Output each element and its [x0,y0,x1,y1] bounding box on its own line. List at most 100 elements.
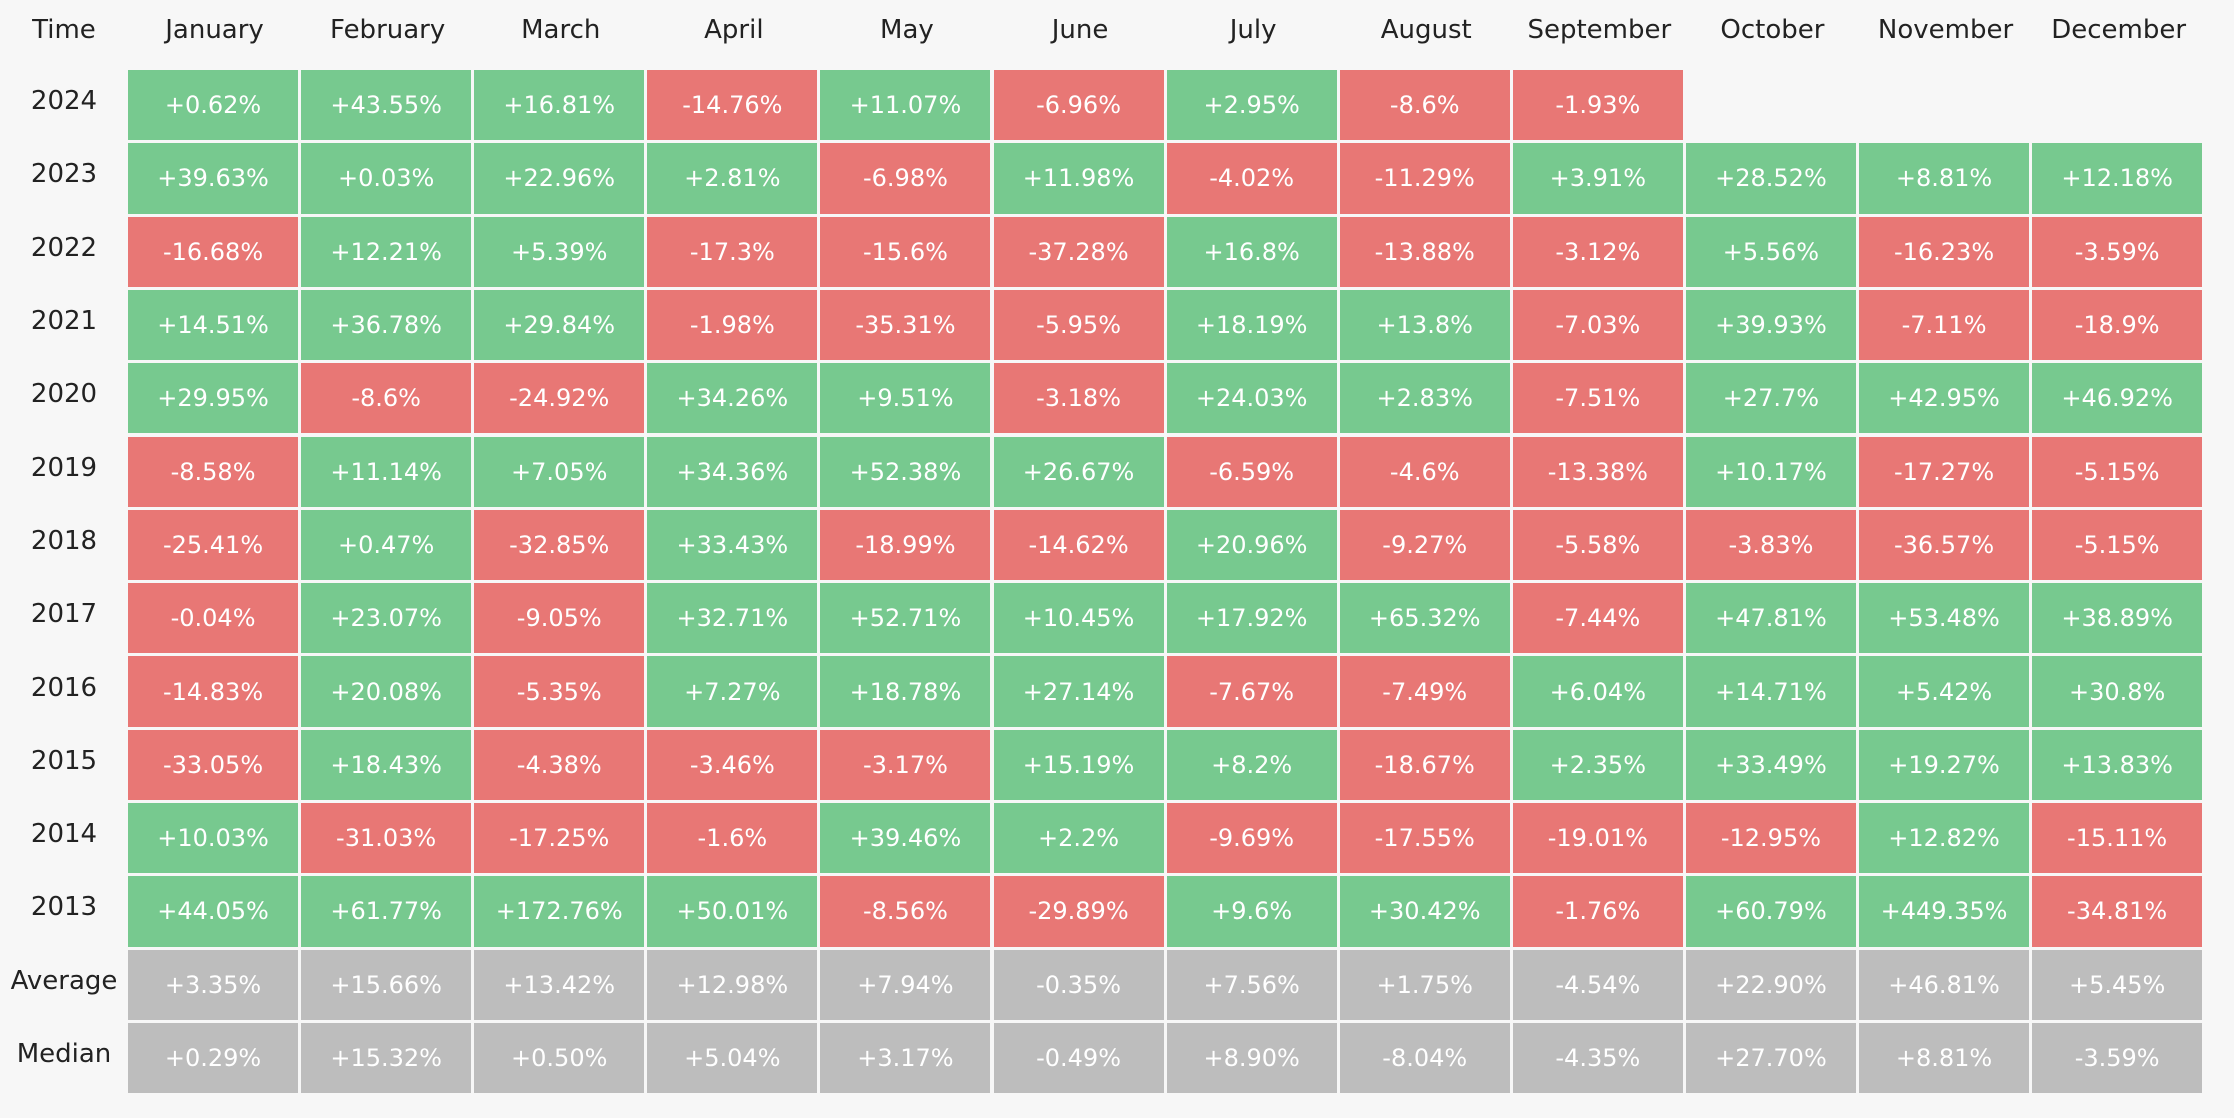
return-cell: -14.83% [128,656,299,727]
return-cell: +5.42% [1859,656,2030,727]
row-label: 2016 [30,672,98,703]
return-cell: +12.21% [301,216,472,287]
column-header: June [1051,15,1109,45]
return-cell: -16.68% [128,216,299,287]
summary-cell: +12.98% [647,949,818,1020]
summary-cell: +7.94% [820,949,991,1020]
row-label: 2024 [30,86,98,117]
return-cell: +0.62% [128,70,299,141]
summary-cell: -0.35% [993,949,1164,1020]
return-cell: +38.89% [2032,583,2203,654]
return-cell: +19.27% [1859,729,2030,800]
return-cell: -36.57% [1859,509,2030,581]
summary-cell: +13.42% [474,949,645,1020]
return-cell: +32.71% [647,583,818,654]
return-cell: +15.19% [993,729,1164,800]
return-cell: +6.04% [1512,656,1683,727]
return-cell: +34.26% [647,363,818,434]
return-cell: -25.41% [128,509,299,581]
return-cell: +13.8% [1339,289,1510,361]
return-cell: +61.77% [301,876,472,947]
column-header: February [330,15,446,45]
return-cell: +8.2% [1166,729,1337,800]
column-header: December [2051,15,2187,45]
return-cell: -17.55% [1339,803,1510,874]
return-cell: -13.38% [1512,436,1683,507]
return-cell: +11.98% [993,143,1164,214]
return-cell: -17.3% [647,216,818,287]
return-cell: +13.83% [2032,729,2203,800]
summary-cell: -8.04% [1339,1022,1510,1094]
return-cell: +10.03% [128,803,299,874]
summary-cell: +0.29% [128,1022,299,1094]
column-header: April [704,15,764,45]
return-cell: -3.46% [647,729,818,800]
return-cell: +65.32% [1339,583,1510,654]
return-cell: -31.03% [301,803,472,874]
return-cell: +39.93% [1685,289,1856,361]
return-cell: +10.17% [1685,436,1856,507]
return-cell: -5.58% [1512,509,1683,581]
row-label: Median [16,1039,112,1070]
summary-cell: +15.32% [301,1022,472,1094]
summary-cell: +3.35% [128,949,299,1020]
row-label: 2015 [30,745,98,776]
return-cell: -8.6% [301,363,472,434]
return-cell: +33.49% [1685,729,1856,800]
return-cell: +2.95% [1166,70,1337,141]
summary-cell: +8.81% [1859,1022,2030,1094]
return-cell: +7.05% [474,436,645,507]
summary-cell: +22.90% [1685,949,1856,1020]
return-cell: -29.89% [993,876,1164,947]
return-cell: +0.03% [301,143,472,214]
return-cell: -5.35% [474,656,645,727]
return-cell: +10.45% [993,583,1164,654]
summary-cell: +27.70% [1685,1022,1856,1094]
return-cell: +39.46% [820,803,991,874]
return-cell: +24.03% [1166,363,1337,434]
return-cell: -3.12% [1512,216,1683,287]
return-cell: +22.96% [474,143,645,214]
return-cell: +11.14% [301,436,472,507]
return-cell: +39.63% [128,143,299,214]
row-label: 2019 [30,452,98,483]
return-cell: -4.38% [474,729,645,800]
return-cell: +2.83% [1339,363,1510,434]
return-cell: -8.56% [820,876,991,947]
return-cell: +26.67% [993,436,1164,507]
column-header: January [165,15,264,45]
return-cell: +60.79% [1685,876,1856,947]
return-cell: -17.27% [1859,436,2030,507]
return-cell: +20.08% [301,656,472,727]
return-cell: -33.05% [128,729,299,800]
return-cell: -7.67% [1166,656,1337,727]
return-cell: -3.17% [820,729,991,800]
return-cell: +2.2% [993,803,1164,874]
return-cell: +0.47% [301,509,472,581]
return-cell: -15.6% [820,216,991,287]
return-cell: -37.28% [993,216,1164,287]
return-cell: +43.55% [301,70,472,141]
summary-cell: -4.35% [1512,1022,1683,1094]
return-cell: -15.11% [2032,803,2203,874]
return-cell: -7.44% [1512,583,1683,654]
return-cell: +52.38% [820,436,991,507]
return-cell: -5.15% [2032,509,2203,581]
return-cell: +18.19% [1166,289,1337,361]
column-header: October [1720,15,1825,45]
return-cell: +7.27% [647,656,818,727]
return-cell: +50.01% [647,876,818,947]
return-cell: -3.18% [993,363,1164,434]
return-cell: +30.42% [1339,876,1510,947]
return-cell: -34.81% [2032,876,2203,947]
return-cell: -14.76% [647,70,818,141]
summary-cell: +5.45% [2032,949,2203,1020]
row-label: 2014 [30,819,98,850]
return-cell: -4.6% [1339,436,1510,507]
return-cell: -24.92% [474,363,645,434]
return-cell: +172.76% [474,876,645,947]
return-cell: +5.39% [474,216,645,287]
column-header: Time [32,15,96,45]
return-cell: -7.03% [1512,289,1683,361]
